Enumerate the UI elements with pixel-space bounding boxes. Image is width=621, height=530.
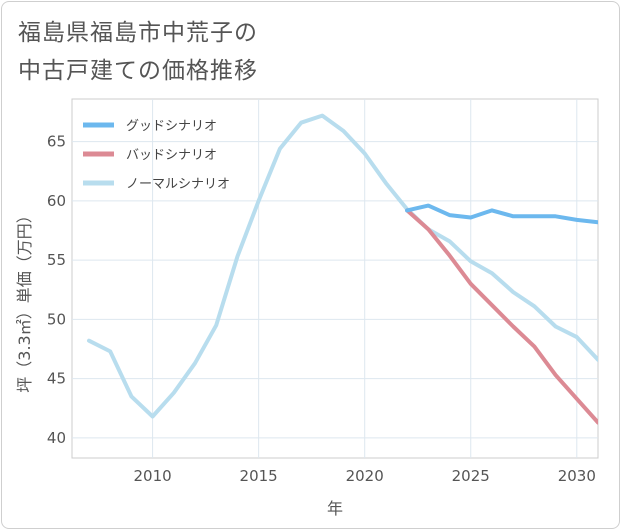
y-tick-label-55: 55 (47, 251, 66, 269)
axis-ticks: 2010 2015 2020 2025 2030 40 45 50 55 60 65 (47, 133, 596, 485)
chart-title: 福島県福島市中荒子の 中古戸建ての価格推移 (18, 14, 258, 90)
chart-title-line-2: 中古戸建ての価格推移 (18, 58, 258, 84)
x-tick-label-2020: 2020 (346, 467, 384, 485)
x-axis-label: 年 (327, 499, 343, 518)
x-tick-label-2010: 2010 (134, 467, 172, 485)
y-tick-label-60: 60 (47, 192, 66, 210)
chart-title-line-1: 福島県福島市中荒子の (18, 20, 258, 46)
series-line-0 (405, 203, 598, 225)
series-line-1 (405, 208, 598, 425)
plot-area (71, 98, 599, 459)
series-lines (87, 113, 598, 425)
y-tick-label-50: 50 (47, 310, 66, 328)
legend-label-1: バッドシナリオ (126, 148, 217, 163)
x-tick-label-2025: 2025 (452, 467, 490, 485)
y-axis-label: 坪（3.3㎡）単価（万円） (15, 207, 34, 392)
x-tick-label-2015: 2015 (240, 467, 278, 485)
y-tick-label-40: 40 (47, 429, 66, 447)
series-line-2 (87, 113, 598, 419)
legend-label-2: ノーマルシナリオ (126, 177, 230, 192)
y-tick-label-65: 65 (47, 133, 66, 151)
y-tick-label-45: 45 (47, 370, 66, 388)
x-tick-label-2030: 2030 (558, 467, 596, 485)
legend-label-0: グッドシナリオ (126, 119, 217, 134)
